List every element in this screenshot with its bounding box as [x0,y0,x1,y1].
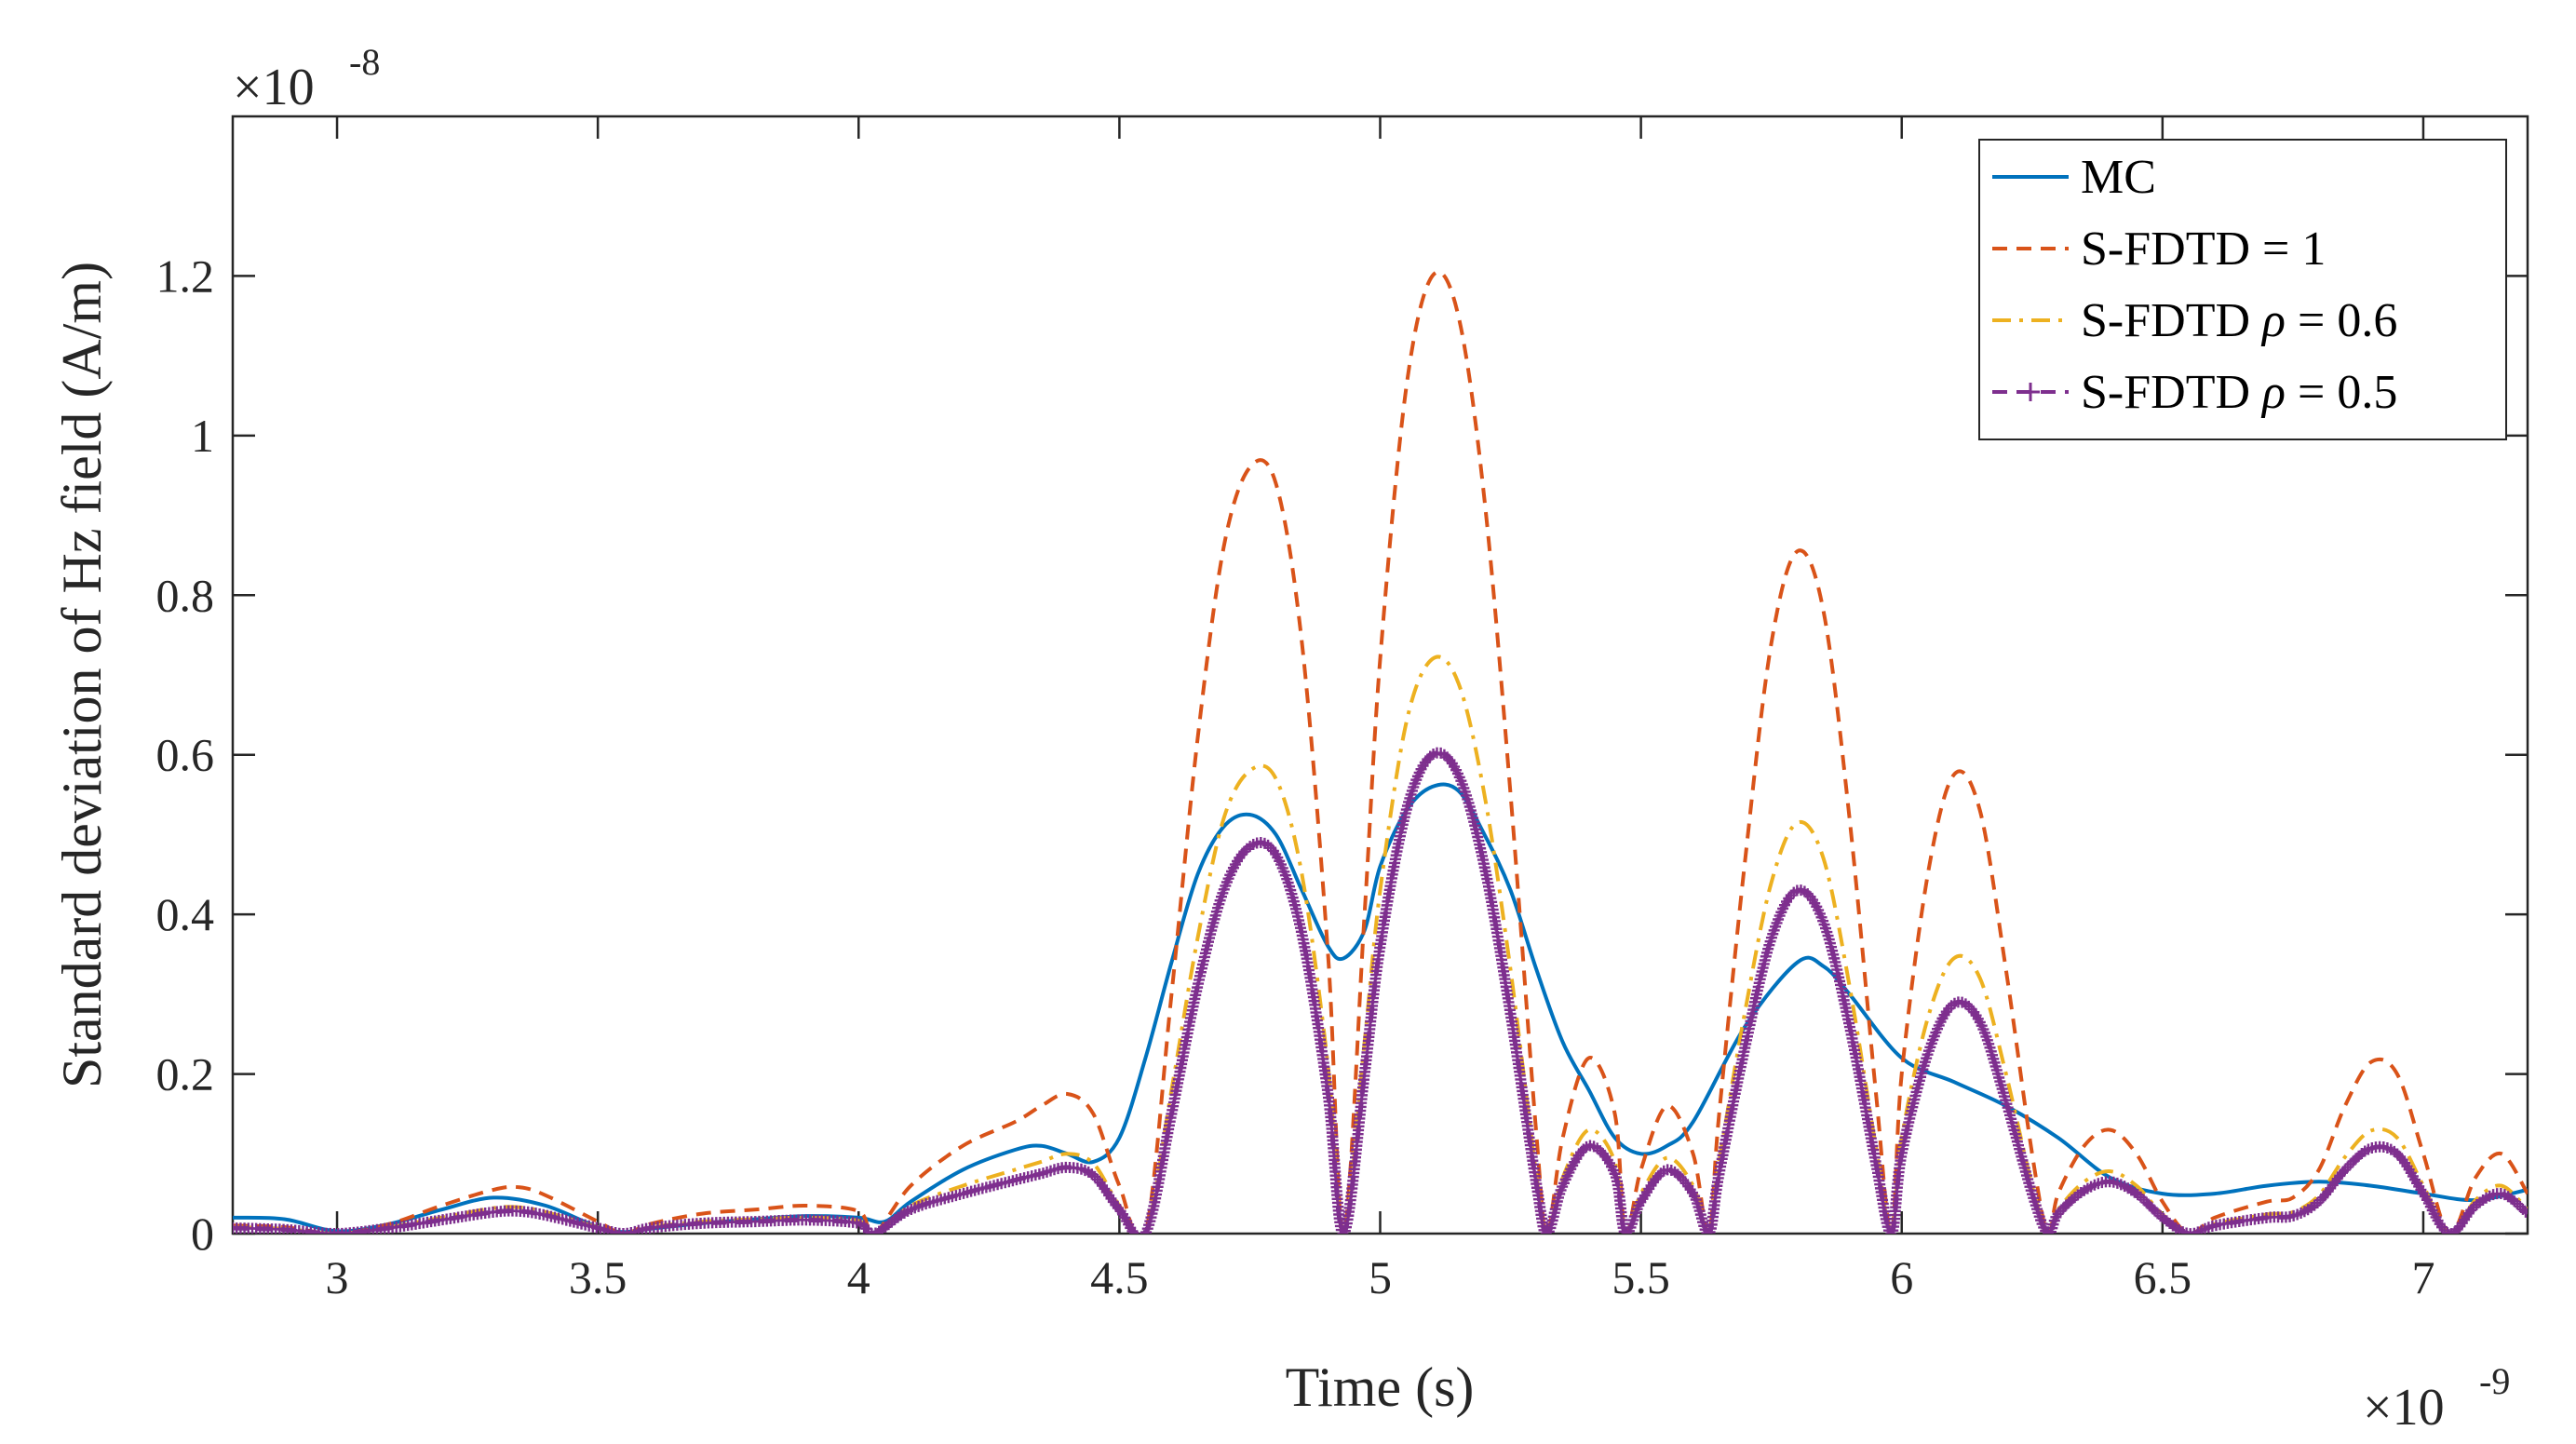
legend-item: MC [1992,151,2156,204]
y-exponent-base: ×10 [233,59,315,116]
legend-label-tail: = 0.6 [2286,294,2397,347]
series-marker [1126,1225,1139,1234]
x-tick-label: 3 [326,1251,349,1303]
y-tick-label: 1.2 [156,250,215,302]
legend-label: MC [2081,151,2156,204]
legend-marker [2021,383,2040,401]
series-marker [2184,1228,2196,1234]
legend-label: S-FDTD ρ = 0.6 [2081,294,2397,347]
axis-ticks: 3 3.5 4 4.5 5 5.5 6 6.5 7 0 0.2 0.4 0.6 0.8 1 1.2 [156,116,2528,1303]
x-tick-label: 5 [1369,1251,1392,1303]
series-3 [233,747,2528,1234]
legend-box [1978,139,2507,440]
legend-label-tail: = 0.5 [2286,366,2397,419]
legend-item: S-FDTD ρ = 0.6 [1992,294,2397,347]
series-marker [1337,1227,1349,1234]
x-tick-label: 3.5 [569,1251,627,1303]
legend-label-main: MC [2081,151,2156,204]
y-axis-title: Standard deviation of Hz field (A/m) [51,262,113,1088]
legend-label-symbol: ρ [2260,294,2286,347]
x-axis-title: Time (s) [1286,1356,1475,1418]
legend-label: S-FDTD = 1 [2081,223,2326,276]
legend-label-main: S-FDTD [2081,294,2262,347]
y-axis-exponent: ×10 -8 [233,41,380,116]
series-marker [2042,1228,2054,1234]
legend-label-main: S-FDTD [2081,366,2262,419]
legend-item: S-FDTD = 1 [1992,223,2326,276]
x-tick-label: 6.5 [2134,1251,2192,1303]
series-marker [2445,1228,2457,1234]
series-layer [233,270,2528,1234]
series-marker [328,1228,340,1234]
y-tick-label: 0.4 [156,888,215,940]
x-axis-exponent: ×10 -9 [2363,1360,2510,1437]
y-exponent-power: -8 [349,41,380,83]
series-marker [1538,1224,1550,1234]
x-tick-label: 4 [847,1251,870,1303]
legend-label-symbol: ρ [2260,366,2286,419]
legend-label-main: S-FDTD = 1 [2081,223,2326,276]
legend-item: S-FDTD ρ = 0.5 [1992,366,2397,419]
y-tick-label: 1 [191,410,214,462]
legend: MCS-FDTD = 1S-FDTD ρ = 0.6S-FDTD ρ = 0.5 [1978,139,2507,440]
series-marker [1136,1231,1140,1234]
series-marker [2519,1206,2528,1218]
series-marker [866,1228,878,1234]
series-marker [1128,1228,1140,1234]
y-tick-label: 0.6 [156,729,215,781]
x-tick-label: 5.5 [1612,1251,1670,1303]
x-tick-label: 6 [1890,1251,1913,1303]
legend-label: S-FDTD ρ = 0.5 [2081,366,2397,419]
x-tick-label: 7 [2411,1251,2434,1303]
y-tick-label: 0 [191,1208,214,1260]
x-exponent-power: -9 [2479,1360,2510,1402]
x-exponent-base: ×10 [2363,1379,2445,1437]
x-tick-label: 4.5 [1090,1251,1149,1303]
y-tick-label: 0.8 [156,569,215,621]
y-tick-label: 0.2 [156,1048,215,1100]
